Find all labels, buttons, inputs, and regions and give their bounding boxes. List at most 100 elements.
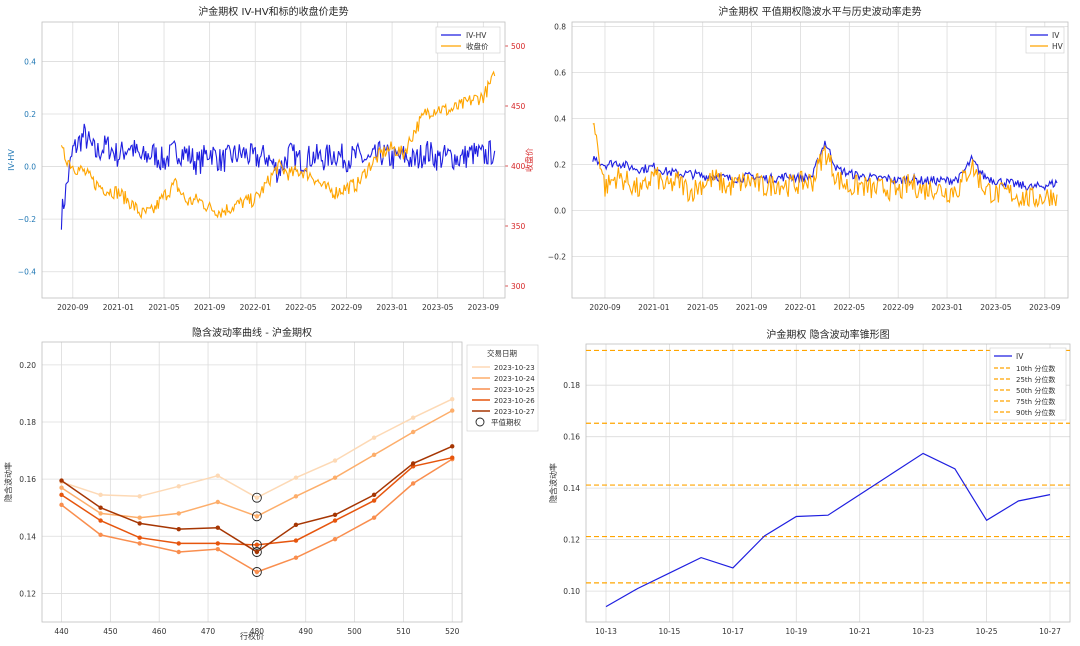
x-tick-label: 10-17 (722, 627, 744, 636)
legend-entry: 25th 分位数 (1016, 375, 1055, 384)
x-tick-label: 10-13 (595, 627, 617, 636)
y-axis-label: IV-HV (7, 149, 16, 171)
data-point (215, 525, 221, 530)
y-tick-label: 0.4 (24, 57, 36, 66)
x-tick-label: 10-19 (785, 627, 807, 636)
x-tick-label: 470 (201, 627, 216, 636)
x-tick-label: 2020-09 (589, 303, 621, 312)
x-tick-label: 2021-09 (736, 303, 768, 312)
data-point (59, 502, 64, 508)
legend-entry: 10th 分位数 (1016, 364, 1055, 373)
data-point (137, 521, 142, 526)
chart-title: 沪金期权 平值期权隐波水平与历史波动率走势 (718, 5, 921, 18)
data-point (410, 415, 416, 420)
x-tick-label: 510 (396, 627, 411, 636)
data-point (293, 555, 299, 560)
y2-axis-label: 收盘价 (524, 148, 534, 172)
legend-entry: 75th 分位数 (1016, 397, 1055, 406)
data-point (254, 569, 260, 575)
y2-tick-label: 450 (511, 102, 526, 111)
x-tick-label: 2021-05 (148, 303, 180, 312)
x-tick-label: 10-25 (976, 627, 998, 636)
data-point (410, 429, 416, 435)
x-tick-label: 2023-09 (468, 303, 500, 312)
x-tick-label: 10-21 (849, 627, 871, 636)
y-tick-label: 0.8 (554, 23, 566, 32)
data-point (215, 499, 221, 505)
y-tick-label: 0.12 (563, 536, 580, 545)
y-tick-label: 0.14 (563, 484, 580, 493)
data-point (59, 485, 64, 490)
y-tick-label: 0.18 (563, 381, 580, 390)
y-tick-label: −0.4 (18, 268, 36, 277)
data-point (176, 526, 181, 532)
legend-entry: IV (1052, 31, 1060, 40)
legend-entry: 2023-10-26 (494, 397, 535, 405)
data-point (371, 452, 377, 458)
data-point (332, 475, 338, 480)
chart-iv-hv-close: 沪金期权 IV-HV和标的收盘价走势 2020-09 2021-01 2021-05 2… (7, 5, 534, 312)
x-tick-label: 520 (445, 627, 460, 636)
legend-box (1025, 26, 1065, 54)
data-point (176, 511, 181, 516)
y-tick-label: 0.6 (554, 69, 566, 78)
data-point (450, 408, 455, 413)
x-tick-label: 2022-01 (785, 303, 817, 312)
legend-entry: 90th 分位数 (1016, 408, 1055, 417)
x-tick-label: 2023-01 (376, 303, 408, 312)
chart-title: 隐含波动率曲线 - 沪金期权 (192, 326, 312, 339)
y-tick-label: 0.0 (554, 207, 566, 216)
data-point (254, 549, 260, 555)
x-tick-label: 2022-05 (285, 303, 317, 312)
x-tick-label: 2021-01 (103, 303, 135, 312)
atm-marker (251, 492, 262, 503)
x-tick-label: 440 (54, 627, 69, 636)
data-point (293, 538, 299, 543)
x-tick-label: 2022-09 (883, 303, 915, 312)
chart-title: 沪金期权 IV-HV和标的收盘价走势 (198, 5, 348, 18)
plot-frame (585, 343, 1071, 623)
data-point (98, 492, 103, 498)
x-tick-label: 2022-09 (331, 303, 363, 312)
y-tick-label: 0.2 (554, 161, 566, 170)
data-point (254, 514, 260, 519)
x-tick-label: 10-23 (912, 627, 934, 636)
legend-entry: 2023-10-25 (494, 386, 535, 394)
atm-marker (251, 567, 262, 577)
series-line-close (60, 70, 496, 220)
legend-entry: IV (1016, 352, 1024, 361)
x-tick-label: 2023-01 (931, 303, 963, 312)
data-point (450, 444, 455, 449)
x-tick-label: 2020-09 (57, 303, 89, 312)
data-point (450, 455, 455, 460)
data-point (450, 396, 455, 402)
y-tick-label: 0.2 (24, 110, 36, 119)
y-tick-label: 0.0 (24, 163, 36, 172)
x-tick-label: 2021-09 (194, 303, 226, 312)
data-point (98, 532, 103, 538)
chart-title: 沪金期权 隐含波动率锥形图 (766, 328, 889, 341)
data-point (332, 536, 338, 542)
x-tick-label: 480 (250, 627, 265, 636)
y-axis-label: 隐含波动率 (548, 463, 558, 503)
legend-box (435, 26, 501, 54)
y2-tick-label: 500 (511, 42, 526, 51)
y2-tick-label: 400 (511, 162, 526, 171)
legend-entry: 50th 分位数 (1016, 386, 1055, 395)
x-tick-label: 2021-01 (638, 303, 670, 312)
legend-entry: 2023-10-23 (494, 364, 535, 372)
y-tick-label: 0.16 (563, 433, 580, 442)
data-point (98, 505, 103, 510)
data-point (332, 518, 338, 523)
x-tick-label: 2022-01 (240, 303, 272, 312)
x-axis-label: 行权价 (240, 631, 264, 641)
data-point (137, 515, 142, 520)
data-point (98, 518, 103, 523)
data-point (59, 492, 64, 498)
data-point (176, 541, 181, 546)
y-tick-label: 0.20 (19, 361, 36, 370)
y-tick-label: 0.16 (19, 475, 36, 484)
y-tick-label: 0.10 (563, 587, 580, 596)
